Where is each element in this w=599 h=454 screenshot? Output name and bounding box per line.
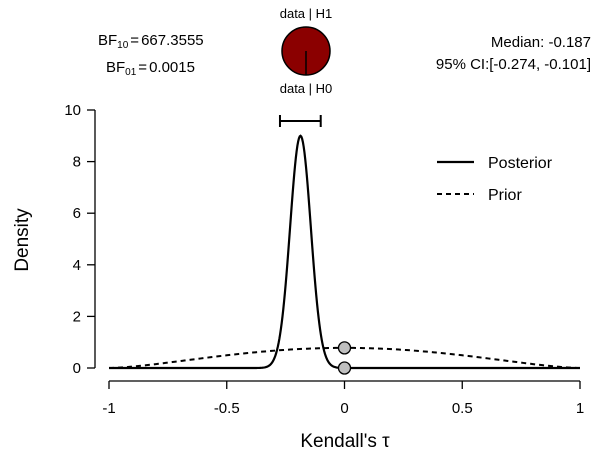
posterior-summary: Median: -0.187 95% CI:[-0.274, -0.101] — [436, 32, 591, 76]
bayes-factor-block: BF10 = 667.3555 BF01 = 0.0015 — [98, 30, 204, 84]
density-points — [337, 341, 352, 375]
y-ticks: 0 2 4 6 8 10 — [64, 102, 95, 377]
x-tick-label: -1 — [102, 400, 115, 417]
y-tick-label: 8 — [73, 154, 81, 171]
legend: Posterior Prior — [437, 155, 553, 204]
y-tick-label: 4 — [73, 257, 81, 274]
x-tick-label: 0.5 — [452, 400, 473, 417]
x-tick-label: 1 — [576, 400, 584, 417]
bf01-equals: = — [138, 59, 148, 76]
median-text: Median: -0.187 — [490, 34, 591, 51]
x-tick-label: 0 — [340, 400, 348, 417]
pie-top-label: data | H1 — [280, 6, 333, 21]
bf10-equals: = — [130, 32, 140, 49]
y-tick-label: 0 — [73, 360, 81, 377]
y-tick-label: 10 — [64, 102, 81, 119]
bf01-row: BF01 = 0.0015 — [98, 57, 204, 84]
x-ticks: -1 -0.5 0 0.5 1 — [102, 381, 584, 417]
credible-interval-bar — [278, 115, 322, 127]
bf01-subscript: 01 — [125, 67, 137, 78]
pie-bottom-label: data | H0 — [280, 81, 333, 96]
bf10-label: BF — [98, 32, 118, 49]
y-tick-label: 2 — [73, 308, 81, 325]
legend-prior-label: Prior — [488, 187, 522, 204]
bf10-row: BF10 = 667.3555 — [98, 30, 204, 57]
y-tick-label: 6 — [73, 205, 81, 222]
x-tick-label: -0.5 — [214, 400, 240, 417]
bf10-subscript: 10 — [117, 40, 129, 51]
y-axis-label: Density — [12, 208, 33, 272]
x-axis-label: Kendall's τ — [300, 431, 390, 452]
density-point — [337, 341, 352, 355]
legend-posterior-label: Posterior — [488, 155, 553, 172]
bf10-value: 667.3555 — [141, 32, 204, 49]
bf01-value: 0.0015 — [149, 59, 195, 76]
bf01-label: BF — [106, 59, 126, 76]
ci-text: 95% CI:[-0.274, -0.101] — [435, 56, 591, 73]
bf-pie: data | H1 data | H0 — [280, 6, 333, 96]
density-point — [337, 361, 352, 375]
